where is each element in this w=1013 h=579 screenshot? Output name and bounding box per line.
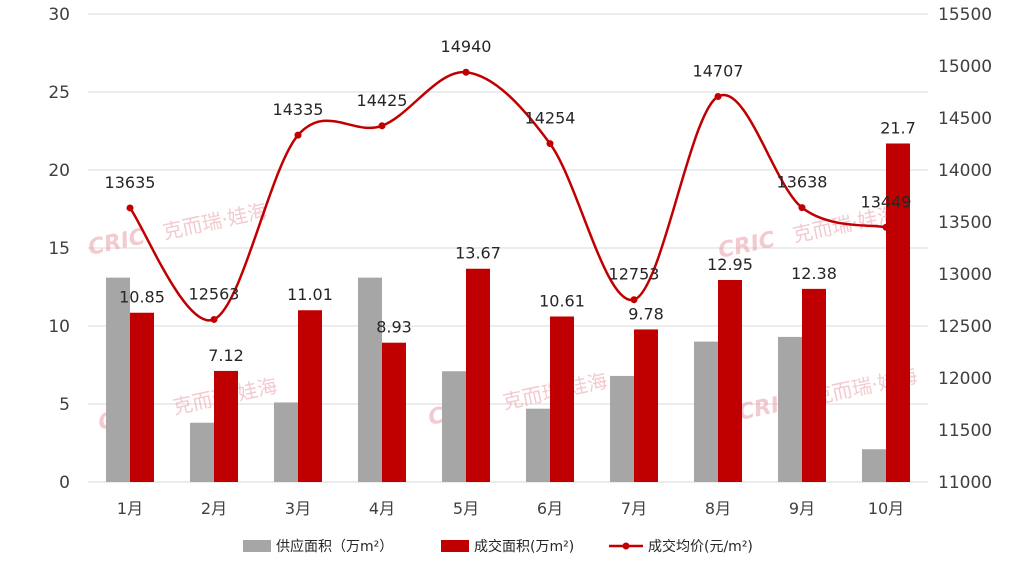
bar-data-label: 10.85 [119, 288, 165, 307]
bar [106, 277, 130, 482]
bar [694, 341, 718, 482]
bar [382, 342, 406, 482]
price-data-label: 14940 [441, 37, 492, 56]
price-data-label: 13449 [861, 192, 912, 211]
price-point [798, 204, 806, 212]
price-point [210, 315, 218, 323]
y-right-tick-label: 13000 [938, 265, 992, 285]
watermark-text: 克而瑞·娃海 [160, 199, 269, 245]
bar [778, 336, 802, 482]
bar-data-label: 8.93 [376, 318, 412, 337]
watermark-logo: CRIC [86, 224, 147, 260]
x-tick-label: 9月 [789, 499, 815, 518]
bar-data-label: 11.01 [287, 285, 333, 304]
y-left-tick-label: 0 [59, 473, 70, 493]
bar-data-label: 21.7 [880, 118, 916, 137]
bar-data-label: 9.78 [628, 304, 664, 323]
bar [718, 279, 742, 482]
legend-label-supply: 供应面积（万m²） [276, 538, 393, 555]
price-point [630, 296, 638, 304]
price-point [378, 122, 386, 130]
bar [214, 370, 238, 482]
y-right-tick-label: 12000 [938, 369, 992, 389]
bar-data-label: 12.95 [707, 255, 753, 274]
bar [298, 310, 322, 482]
legend-swatch-transaction [441, 540, 469, 552]
y-right-tick-label: 15500 [938, 5, 992, 25]
x-tick-label: 10月 [868, 499, 904, 518]
bar-data-label: 10.61 [539, 291, 585, 310]
bar-data-label: 12.38 [791, 264, 837, 283]
x-tick-label: 4月 [369, 499, 395, 518]
x-tick-label: 2月 [201, 499, 227, 518]
x-tick-label: 7月 [621, 499, 647, 518]
bar [130, 312, 154, 482]
bar [550, 316, 574, 482]
legend-label-price: 成交均价(元/m²) [648, 538, 753, 555]
legend-marker-price [622, 542, 630, 550]
x-tick-label: 8月 [705, 499, 731, 518]
x-tick-label: 5月 [453, 499, 479, 518]
legend: 供应面积（万m²） 成交面积(万m²) 成交均价(元/m²) [243, 538, 753, 555]
bar-data-label: 13.67 [455, 244, 501, 263]
bar [862, 449, 886, 482]
y-left-tick-label: 10 [48, 317, 70, 337]
y-right-tick-label: 14500 [938, 109, 992, 129]
data-labels: 10.85 7.12 11.01 8.93 13.67 10.61 9.78 12.95 12.… [105, 37, 916, 365]
bar [274, 402, 298, 482]
watermark: CRIC 克而瑞·娃海 [86, 199, 269, 261]
y-right-tick-label: 11500 [938, 421, 992, 441]
y-right-tick-label: 12500 [938, 317, 992, 337]
bar [442, 371, 466, 482]
bar [634, 329, 658, 482]
bar [466, 268, 490, 482]
price-line [126, 68, 890, 323]
price-data-label: 14335 [273, 100, 324, 119]
axes: 0 5 10 15 20 25 30 11000 11500 12000 12500 13000 135… [48, 5, 992, 518]
legend-label-transaction: 成交面积(万m²) [474, 538, 574, 555]
bar [526, 408, 550, 482]
y-right-tick-label: 13500 [938, 213, 992, 233]
bar [802, 288, 826, 482]
price-line-path [128, 70, 887, 322]
price-data-label: 13635 [105, 173, 156, 192]
x-tick-label: 6月 [537, 499, 563, 518]
y-left-tick-label: 5 [59, 395, 70, 415]
y-right-tick-label: 14000 [938, 161, 992, 181]
y-left-tick-label: 15 [48, 239, 70, 259]
y-left-tick-label: 30 [48, 5, 70, 25]
price-data-label: 14254 [525, 109, 576, 128]
bars [106, 143, 910, 483]
bar [358, 277, 382, 482]
x-tick-label: 1月 [117, 499, 143, 518]
price-point [714, 92, 722, 100]
y-right-tick-label: 11000 [938, 473, 992, 493]
y-right-tick-label: 15000 [938, 57, 992, 77]
price-data-label: 14425 [357, 91, 408, 110]
bar [886, 143, 910, 483]
price-data-label: 12753 [609, 265, 660, 284]
y-left-tick-label: 20 [48, 161, 70, 181]
x-tick-label: 3月 [285, 499, 311, 518]
bar [610, 375, 634, 482]
price-data-label: 12563 [189, 284, 240, 303]
price-point [546, 140, 554, 148]
legend-swatch-supply [243, 540, 271, 552]
price-point [462, 68, 470, 76]
price-point [126, 204, 134, 212]
y-left-tick-label: 25 [48, 83, 70, 103]
bar [190, 422, 214, 482]
price-point [882, 223, 890, 231]
bar-data-label: 7.12 [208, 346, 244, 365]
price-data-label: 14707 [693, 61, 744, 80]
price-point [294, 131, 302, 139]
price-data-label: 13638 [777, 173, 828, 192]
